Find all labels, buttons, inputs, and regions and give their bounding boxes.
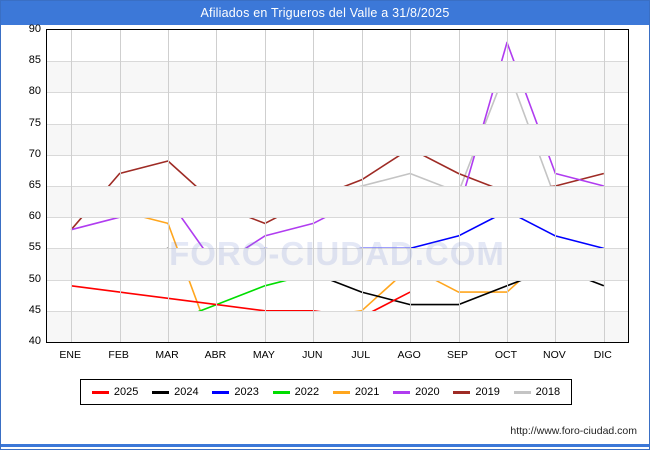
y-tick-label: 70 bbox=[28, 147, 41, 160]
x-tick-label: NOV bbox=[542, 349, 566, 361]
plot-band bbox=[47, 310, 628, 342]
y-tick-label: 80 bbox=[28, 85, 41, 98]
plot-band bbox=[47, 248, 628, 280]
plot-band bbox=[47, 186, 628, 218]
legend-swatch-icon bbox=[332, 390, 350, 394]
legend-label: 2022 bbox=[294, 386, 320, 398]
x-tick-label: ENE bbox=[59, 349, 81, 361]
gridline-horizontal bbox=[47, 279, 628, 281]
legend-label: 2019 bbox=[475, 386, 500, 398]
gridline-vertical bbox=[410, 30, 411, 342]
legend-swatch-icon bbox=[272, 390, 290, 394]
legend-item-2025[interactable]: 2025 bbox=[91, 386, 139, 398]
gridline-vertical bbox=[120, 30, 121, 342]
legend-label: 2020 bbox=[415, 386, 440, 398]
legend-label: 2023 bbox=[234, 386, 259, 398]
y-tick-label: 45 bbox=[28, 303, 41, 316]
footer-url: http://www.foro-ciudad.com bbox=[510, 425, 637, 437]
gridline-vertical bbox=[459, 30, 460, 342]
gridline-vertical bbox=[604, 30, 605, 342]
legend-label: 2018 bbox=[535, 386, 561, 398]
legend-swatch-icon bbox=[152, 390, 170, 394]
legend-label: 2025 bbox=[113, 386, 139, 398]
legend-item-2023[interactable]: 2023 bbox=[212, 386, 259, 398]
legend-item-2019[interactable]: 2019 bbox=[453, 386, 500, 398]
gridline-horizontal bbox=[47, 61, 628, 63]
legend-item-2022[interactable]: 2022 bbox=[272, 386, 320, 398]
legend-swatch-icon bbox=[453, 390, 471, 394]
gridline-vertical bbox=[555, 30, 556, 342]
gridline-vertical bbox=[265, 30, 266, 342]
chart-title-bar: Afiliados en Trigueros del Valle a 31/8/… bbox=[1, 1, 649, 25]
x-tick-label: SEP bbox=[447, 349, 469, 361]
x-tick-label: MAY bbox=[252, 349, 275, 361]
legend-swatch-icon bbox=[393, 390, 411, 394]
footer-rule bbox=[1, 444, 649, 447]
y-tick-label: 65 bbox=[28, 179, 41, 191]
x-tick-label: JUL bbox=[351, 349, 371, 361]
gridline-horizontal bbox=[47, 310, 628, 312]
x-tick-label: DIC bbox=[593, 349, 612, 361]
x-tick-label: AGO bbox=[397, 349, 421, 361]
gridline-vertical bbox=[216, 30, 217, 342]
page-title: Afiliados en Trigueros del Valle a 31/8/… bbox=[200, 6, 450, 20]
plot-canvas bbox=[46, 29, 629, 343]
chart-area: 40 45 50 55 60 65 70 75 80 85 90 ENE FEB MAR ABR MAY JU… bbox=[1, 23, 649, 373]
y-tick-label: 90 bbox=[28, 23, 41, 35]
gridline-vertical bbox=[507, 30, 508, 342]
gridline-vertical bbox=[362, 30, 363, 342]
gridline-horizontal bbox=[47, 186, 628, 187]
legend-item-2024[interactable]: 2024 bbox=[152, 386, 199, 398]
legend-item-2020[interactable]: 2020 bbox=[393, 386, 440, 398]
gridline-vertical bbox=[168, 30, 169, 342]
x-tick-label: FEB bbox=[108, 349, 129, 361]
plot-band bbox=[47, 123, 628, 155]
x-tick-label: ABR bbox=[204, 349, 227, 361]
gridline-horizontal bbox=[47, 92, 628, 94]
y-tick-label: 55 bbox=[28, 241, 41, 254]
x-tick-label: MAR bbox=[155, 349, 179, 361]
x-tick-label: JUN bbox=[302, 349, 323, 361]
legend-item-2018[interactable]: 2018 bbox=[513, 386, 561, 398]
legend-swatch-icon bbox=[212, 390, 230, 394]
gridline-horizontal bbox=[47, 217, 628, 219]
gridline-vertical bbox=[313, 30, 314, 342]
gridline-horizontal bbox=[47, 248, 628, 250]
gridline-vertical bbox=[71, 30, 72, 342]
gridline-horizontal bbox=[47, 154, 628, 156]
plot-band bbox=[47, 61, 628, 93]
legend-item-2021[interactable]: 2021 bbox=[332, 386, 380, 398]
y-tick-label: 60 bbox=[28, 210, 41, 223]
legend-swatch-icon bbox=[91, 390, 109, 394]
x-tick-label: OCT bbox=[494, 349, 518, 361]
y-tick-label: 50 bbox=[28, 272, 41, 285]
legend-label: 2021 bbox=[354, 386, 380, 398]
legend-label: 2024 bbox=[174, 386, 199, 398]
y-tick-label: 85 bbox=[28, 54, 41, 67]
legend-swatch-icon bbox=[513, 390, 531, 394]
gridline-horizontal bbox=[47, 123, 628, 125]
chart-legend: 2025 2024 2023 2022 2021 2020 2019 2018 bbox=[80, 379, 572, 405]
y-tick-label: 40 bbox=[28, 335, 41, 347]
y-tick-label: 75 bbox=[28, 116, 41, 129]
